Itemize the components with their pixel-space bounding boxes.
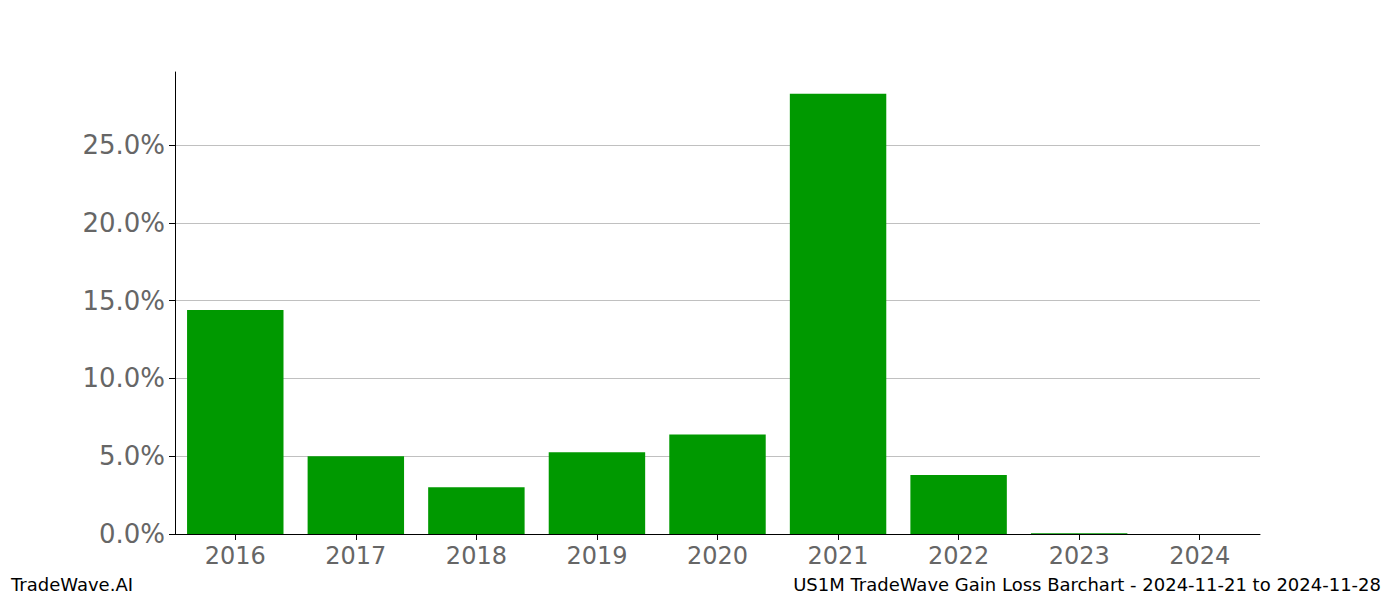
svg-text:TradeWave.AI: TradeWave.AI [10, 574, 133, 595]
svg-text:2019: 2019 [566, 542, 627, 570]
svg-text:2017: 2017 [325, 542, 386, 570]
svg-text:2021: 2021 [808, 542, 869, 570]
svg-text:0.0%: 0.0% [99, 519, 165, 549]
svg-text:15.0%: 15.0% [82, 286, 165, 316]
svg-text:2024: 2024 [1169, 542, 1230, 570]
svg-text:20.0%: 20.0% [82, 208, 165, 238]
svg-text:US1M TradeWave Gain Loss Barch: US1M TradeWave Gain Loss Barchart - 2024… [793, 574, 1381, 595]
svg-text:5.0%: 5.0% [99, 441, 165, 471]
svg-text:25.0%: 25.0% [82, 130, 165, 160]
svg-text:2020: 2020 [687, 542, 748, 570]
svg-text:10.0%: 10.0% [82, 363, 165, 393]
svg-text:2016: 2016 [205, 542, 266, 570]
svg-text:2018: 2018 [446, 542, 507, 570]
svg-text:2022: 2022 [928, 542, 989, 570]
svg-text:2023: 2023 [1049, 542, 1110, 570]
